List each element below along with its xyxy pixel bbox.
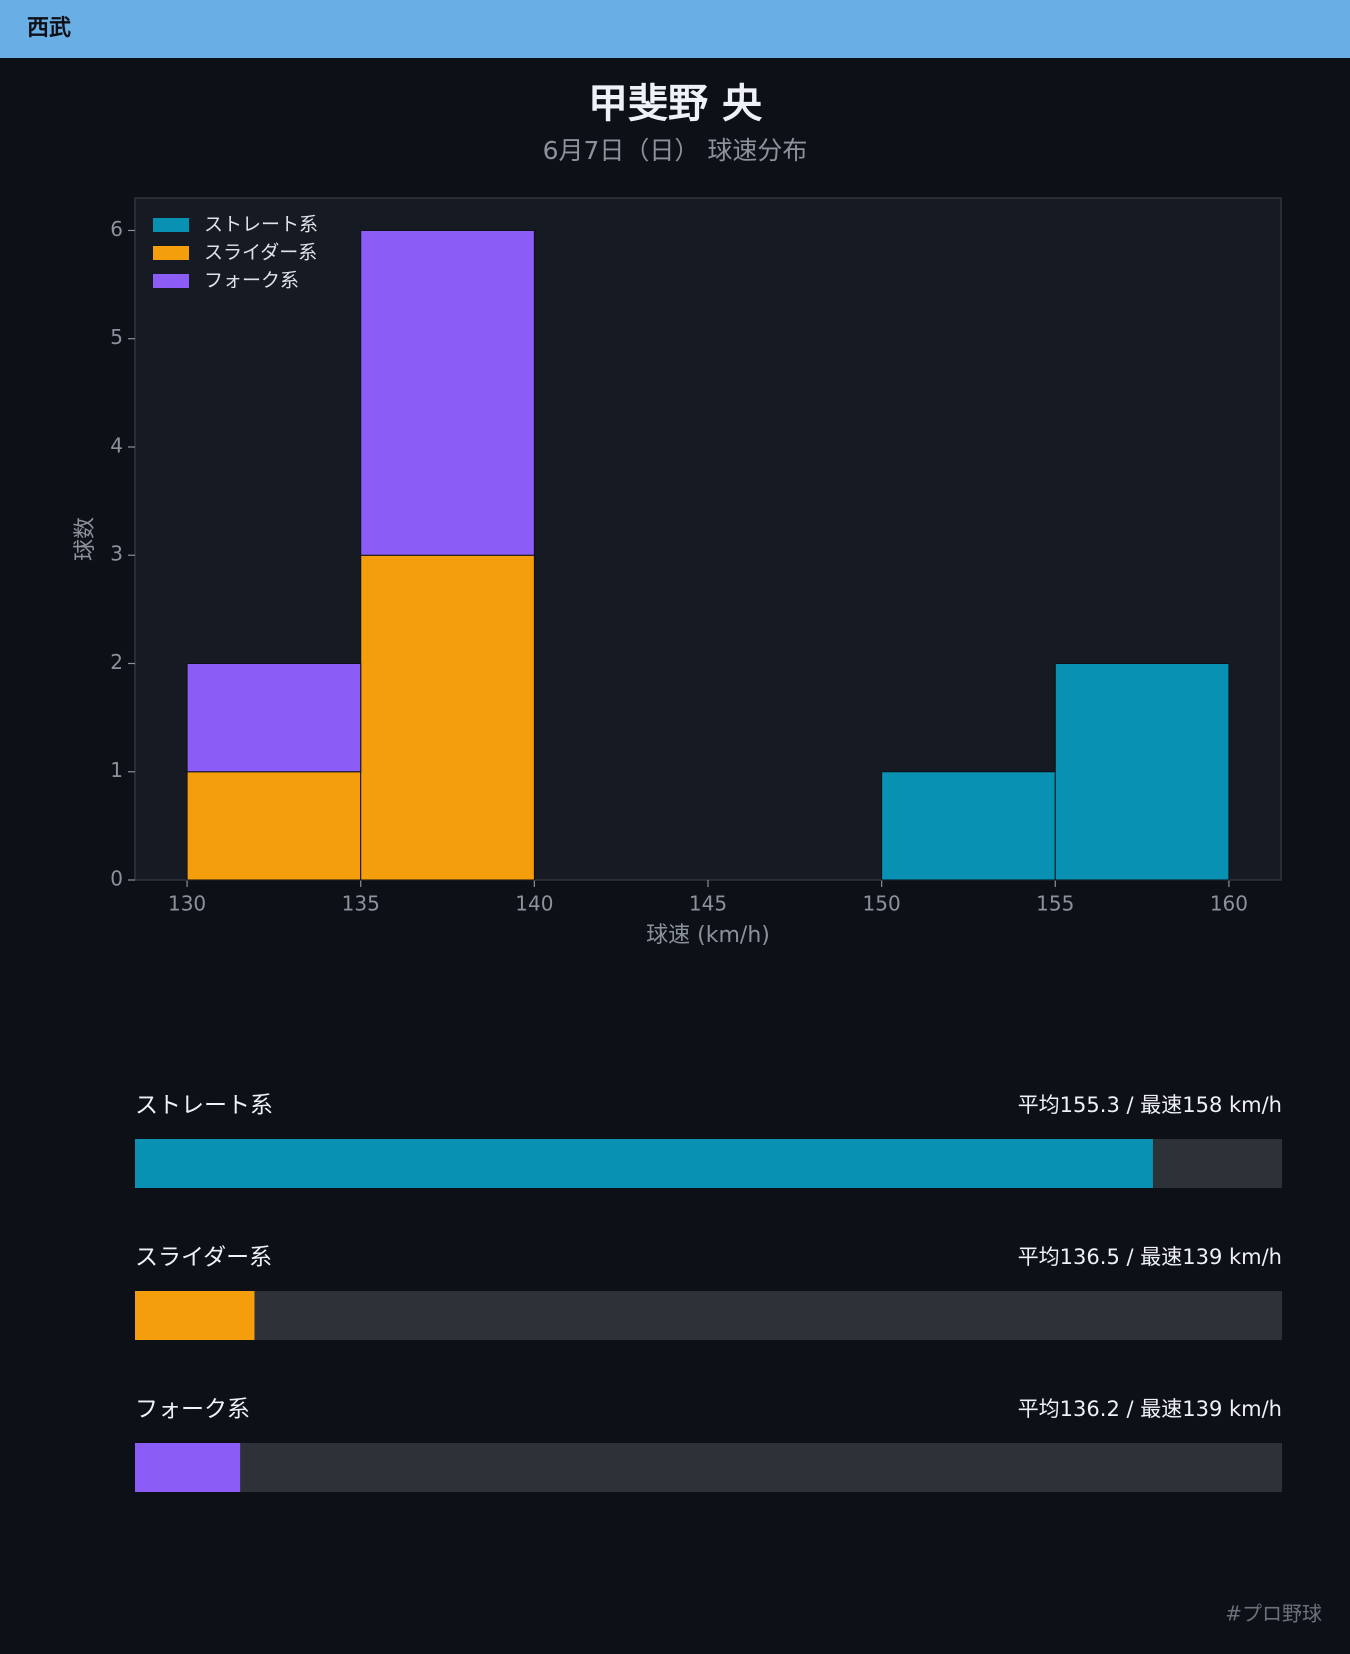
x-tick-label: 160	[1210, 892, 1248, 916]
pitch-type-summary: 平均155.3 / 最速158 km/h	[1018, 1093, 1282, 1117]
x-tick-label: 145	[689, 892, 727, 916]
histogram-bar	[1054, 662, 1230, 881]
legend-label: スライダー系	[204, 242, 317, 264]
chart-title: 甲斐野 央	[588, 81, 763, 127]
y-tick-label: 5	[110, 325, 123, 349]
x-axis-label: 球速 (km/h)	[646, 923, 770, 948]
x-tick-label: 135	[342, 892, 380, 916]
legend-swatch	[153, 246, 189, 260]
x-tick-label: 155	[1036, 892, 1074, 916]
histogram-bar	[360, 229, 535, 556]
pitch-type-summary: 平均136.5 / 最速139 km/h	[1018, 1245, 1282, 1269]
speed-bar-fill	[135, 1443, 241, 1492]
header-bar	[0, 0, 1350, 58]
pitch-type-name: フォーク系	[135, 1397, 250, 1423]
y-tick-label: 4	[110, 433, 123, 457]
footer-tag: #プロ野球	[1225, 1602, 1322, 1626]
team-name: 西武	[27, 16, 71, 41]
legend-swatch	[153, 218, 189, 232]
x-tick-label: 140	[515, 892, 553, 916]
speed-bar-track	[135, 1291, 1282, 1340]
speed-bar-fill	[135, 1291, 255, 1340]
pitch-type-name: スライダー系	[135, 1245, 272, 1271]
speed-bar-track	[135, 1443, 1282, 1492]
x-tick-label: 130	[168, 892, 206, 916]
chart-subtitle: 6月7日（日） 球速分布	[543, 136, 808, 165]
pitch-type-summary: 平均136.2 / 最速139 km/h	[1018, 1397, 1282, 1421]
pitch-type-name: ストレート系	[135, 1093, 273, 1119]
y-axis-label: 球数	[73, 517, 98, 561]
y-tick-label: 6	[110, 217, 123, 241]
y-tick-label: 2	[110, 650, 123, 674]
speed-bar-fill	[135, 1139, 1153, 1188]
legend-label: フォーク系	[204, 270, 299, 292]
legend-swatch	[153, 274, 189, 288]
histogram-bar	[186, 771, 362, 881]
histogram-bar	[881, 771, 1056, 881]
y-tick-label: 1	[110, 758, 123, 782]
x-tick-label: 150	[863, 892, 901, 916]
histogram-bar	[360, 554, 535, 881]
legend-label: ストレート系	[204, 214, 318, 236]
y-tick-label: 0	[110, 867, 123, 891]
histogram-bar	[186, 662, 362, 773]
y-tick-label: 3	[110, 542, 123, 566]
